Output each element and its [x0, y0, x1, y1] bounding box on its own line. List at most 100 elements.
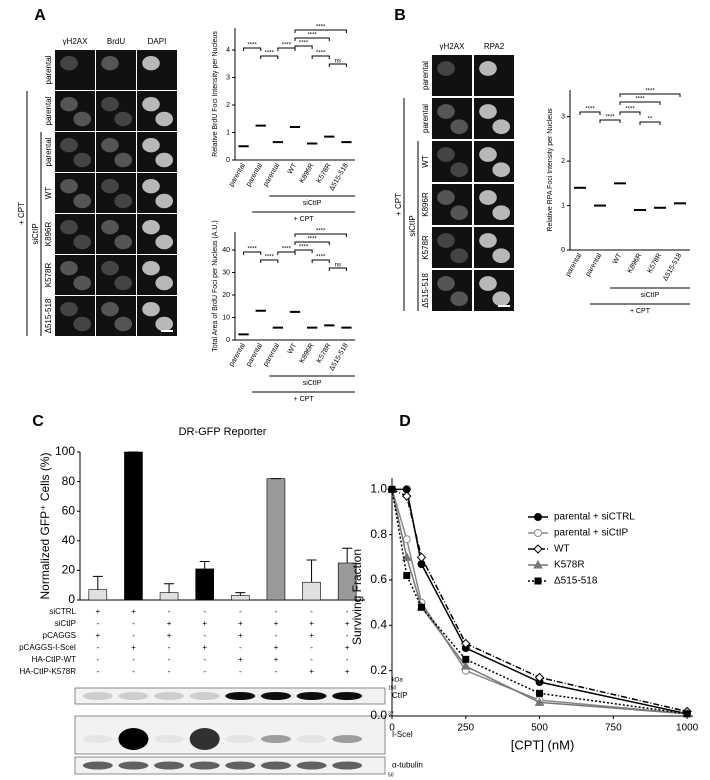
nucleus: [492, 205, 511, 221]
x-tick-label: K896R: [627, 252, 644, 274]
micrograph: [137, 50, 177, 90]
micrograph: [137, 132, 177, 172]
cell: -: [96, 643, 99, 652]
significance-label: ****: [316, 25, 326, 31]
significance-bracket: [294, 249, 313, 253]
marker: [418, 603, 426, 611]
significance-label: ****: [299, 41, 309, 47]
marker: [534, 672, 545, 683]
significance-bracket: [243, 47, 262, 51]
micrograph: [96, 214, 136, 254]
x-tick-label: K578R: [316, 342, 333, 364]
band: [332, 692, 363, 700]
x-tick-label: parental: [262, 162, 281, 188]
nucleus: [450, 162, 469, 178]
cell: -: [96, 667, 99, 676]
band: [332, 761, 363, 770]
nucleus: [155, 193, 173, 209]
micrograph: [96, 255, 136, 295]
group-label: + CPT: [17, 202, 26, 225]
significance-bracket: [294, 45, 313, 49]
y-axis-label: Relative BrdU Foci Intensity per Nucleus: [212, 31, 219, 157]
nucleus: [492, 248, 511, 264]
micrograph: [55, 296, 95, 336]
x-tick-label: parental: [228, 342, 247, 368]
cell: -: [168, 643, 171, 652]
cell: +: [345, 643, 350, 652]
significance-bracket: [328, 63, 347, 67]
x-tick-label: 750: [605, 723, 622, 734]
nucleus: [101, 138, 119, 153]
significance-bracket: [328, 267, 347, 271]
group-label: siCtIP: [641, 292, 660, 299]
row-label: HA-CtIP-WT: [32, 655, 77, 664]
y-tick-label: 1.0: [370, 482, 387, 496]
y-tick-label: 4: [226, 47, 230, 54]
x-tick-label: 0: [389, 723, 395, 734]
nucleus: [155, 111, 173, 127]
panel-letter: A: [34, 7, 46, 24]
marker: [402, 535, 411, 544]
nucleus: [114, 193, 132, 209]
error-bar: [92, 575, 103, 590]
x-tick-label: parental: [245, 162, 264, 188]
legend-marker: [533, 544, 543, 554]
band: [189, 761, 220, 770]
y-tick-label: 0.2: [370, 663, 387, 677]
cell: +: [238, 655, 243, 664]
nucleus: [73, 275, 91, 291]
micrograph: [55, 132, 95, 172]
significance-bracket: [639, 121, 661, 125]
cell: +: [345, 667, 350, 676]
y-axis-label: Relative RPA Foci Intensity per Nucleus: [547, 108, 554, 232]
significance-bracket: [619, 101, 661, 105]
y-tick-label: 0.0: [370, 708, 387, 722]
y-tick-label: 0: [561, 247, 565, 254]
significance-label: ****: [625, 107, 635, 113]
cell: +: [95, 607, 100, 616]
column-header: γH2AX: [440, 42, 466, 51]
nucleus: [450, 205, 469, 221]
y-tick-label: 80: [62, 474, 76, 488]
cell: -: [168, 667, 171, 676]
x-tick-label: WT: [287, 162, 299, 176]
significance-bracket: [294, 241, 330, 245]
micrograph: [137, 173, 177, 213]
x-tick-label: K578R: [647, 252, 664, 274]
marker: [402, 491, 412, 501]
micrograph: [96, 50, 136, 90]
legend-label: Δ515-518: [554, 576, 598, 587]
cell: +: [167, 619, 172, 628]
micrograph: [432, 98, 472, 139]
row-label: parental: [44, 137, 53, 166]
panel-letter: D: [399, 413, 411, 430]
cell: +: [238, 631, 243, 640]
cell: +: [131, 607, 136, 616]
nucleus: [142, 138, 160, 153]
micrograph: [474, 270, 514, 311]
marker: [388, 485, 396, 493]
significance-bracket: [599, 119, 621, 123]
band: [118, 761, 149, 770]
group-label: + CPT: [294, 396, 315, 403]
row-label: K896R: [44, 222, 53, 247]
y-axis-label: Normalized GFP⁺ Cells (%): [38, 452, 52, 599]
significance-label: ****: [247, 247, 257, 253]
x-tick-label: parental: [585, 252, 604, 278]
column-header: γH2AX: [63, 37, 89, 46]
legend-marker: [534, 529, 542, 537]
micrograph: [55, 214, 95, 254]
nucleus: [155, 152, 173, 168]
cell: -: [239, 607, 242, 616]
cell: +: [309, 667, 314, 676]
nucleus: [437, 147, 455, 162]
panel-letter: C: [32, 413, 44, 430]
significance-label: ****: [282, 43, 292, 49]
legend-marker: [534, 577, 542, 585]
significance-bracket: [619, 111, 641, 115]
significance-label: ****: [307, 33, 317, 39]
protein-label: I-SceI: [392, 730, 413, 739]
chart-title: DR-GFP Reporter: [179, 426, 267, 438]
nucleus: [73, 152, 91, 168]
